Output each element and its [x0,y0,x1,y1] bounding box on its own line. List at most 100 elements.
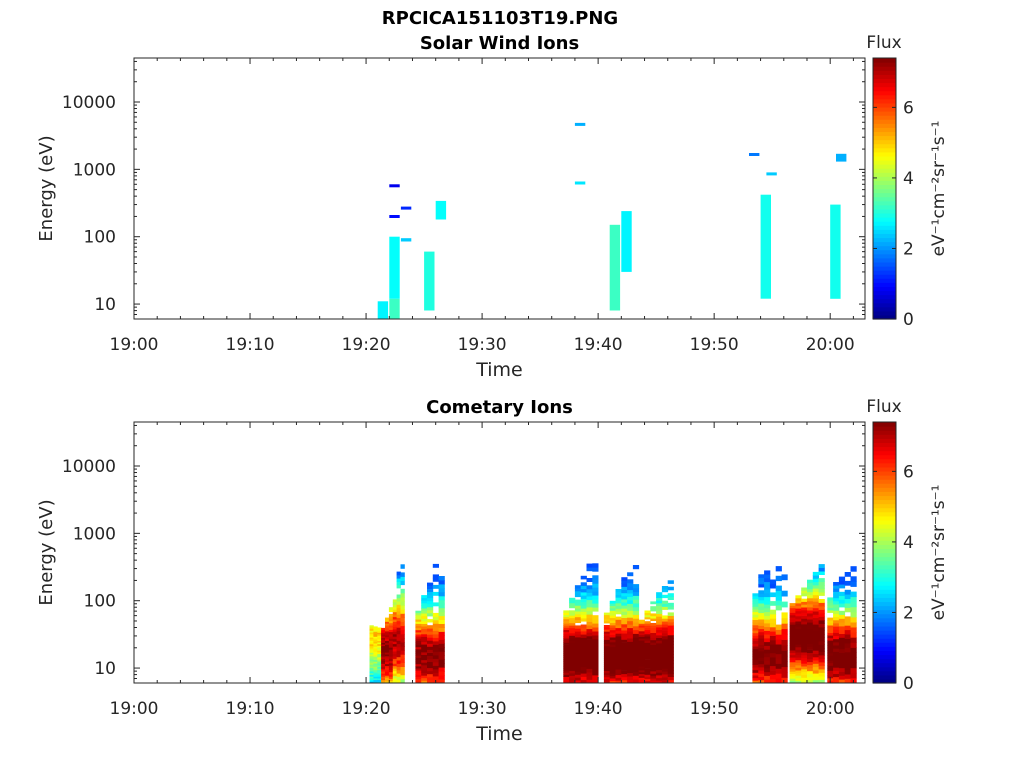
heatmap-cell [603,637,611,640]
heatmap-cell [415,621,422,624]
heatmap-cell [764,592,771,598]
heatmap-cell [650,651,657,655]
heatmap-cell [381,670,386,672]
heatmap-cell [603,656,611,659]
heatmap-cell [752,622,759,626]
y-tick-label: 100 [84,228,116,248]
heatmap-cell [415,627,422,631]
heatmap-cell [850,637,857,643]
colorbar-swatch [873,282,896,287]
figure-title: RPCICA151103T19.PNG [382,8,618,29]
heatmap-cell [752,656,759,660]
heatmap-cell [432,662,439,666]
heatmap-cell [650,661,657,665]
heatmap-cell [592,583,599,588]
heatmap-cell [621,608,628,612]
heatmap-cell [400,654,405,659]
heatmap-cell [415,678,422,682]
heatmap-cell [574,611,582,615]
heatmap-cell [667,657,674,661]
heatmap-cell [369,654,374,657]
heatmap-cell [586,672,593,677]
heatmap-cell [795,662,802,666]
heatmap-cell [373,628,378,631]
heatmap-cell [769,665,777,671]
heatmap-cell [609,625,616,628]
heatmap-cell [580,592,587,596]
heatmap-cell [603,670,611,674]
heatmap-cell [801,590,808,594]
heatmap-cell [609,673,616,677]
heatmap-cell [789,652,796,656]
heatmap-cell [615,663,622,667]
heatmap-cell [650,618,657,621]
heatmap-cell [427,667,434,672]
heatmap-cell [844,647,851,653]
heatmap-cell [615,597,622,601]
heatmap-cell [667,634,674,639]
heatmap-cell [377,629,382,632]
heatmap-cell [563,672,570,675]
heatmap-cell [807,664,814,669]
heatmap-cell [385,667,390,670]
heatmap-cell [388,620,394,624]
heatmap-cell [769,622,777,628]
colorbar-swatch [873,548,896,554]
heatmap-cell [638,643,645,647]
heatmap-cell [369,681,374,684]
heatmap-cell [632,644,640,650]
heatmap-cell [381,671,386,674]
heatmap-cell [400,609,405,614]
heatmap-cell [592,631,599,636]
heatmap-cell [388,625,394,628]
heatmap-cell [385,659,390,663]
heatmap-cell [369,638,374,641]
heatmap-cell [764,641,771,646]
heatmap-cell [392,633,398,637]
heatmap-cell [752,614,759,618]
colorbar-title: Flux [866,33,901,53]
heatmap-cell [569,668,576,671]
heatmap-cell [421,608,428,611]
heatmap-cell [627,634,634,639]
heatmap-cell [644,621,651,624]
heatmap-cell [415,668,422,671]
colorbar-tick-label: 6 [903,462,914,482]
heatmap-cell [574,642,582,646]
x-tick-label: 19:40 [574,335,623,355]
heatmap-cell [392,616,398,620]
heatmap-cell [807,640,814,644]
heatmap-cell [758,603,765,607]
heatmap-cell [396,624,401,628]
heatmap-cell [650,671,657,674]
heatmap-cell [592,643,599,648]
heatmap-cell [781,612,788,619]
heatmap-cell [764,622,771,628]
heatmap-cell [807,582,814,587]
heatmap-cell [833,616,840,621]
heatmap-cell [807,676,814,681]
heatmap-cell [373,658,378,661]
heatmap-cell [807,646,814,650]
heatmap-cell [421,667,428,671]
heatmap-cell [627,648,634,653]
heatmap-cell [833,654,840,659]
heatmap-cell [381,661,386,664]
heatmap-cell [758,679,765,684]
heatmap-cell [621,614,628,618]
heatmap-cell [586,646,593,651]
heatmap-cell [789,636,796,639]
heatmap-cell [615,630,622,634]
heatmap-cell [656,664,663,668]
heatmap-cell [592,659,599,664]
heatmap-cell [638,664,645,667]
heatmap-cell [812,611,819,615]
colorbar-tick-label: 4 [903,533,914,553]
heatmap-cell [615,594,622,598]
heatmap-cell [385,652,390,655]
heatmap-cell [627,610,634,615]
heatmap-cell [818,609,825,614]
heatmap-cell [373,676,378,679]
heatmap-cell [580,575,587,580]
heatmap-cell [621,676,628,681]
